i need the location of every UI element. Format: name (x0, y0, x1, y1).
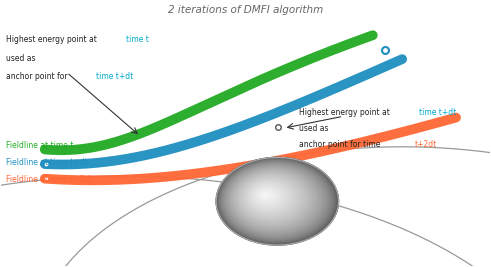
Text: used as: used as (5, 54, 35, 63)
Ellipse shape (259, 190, 274, 201)
Ellipse shape (218, 158, 337, 244)
Ellipse shape (233, 170, 313, 227)
Ellipse shape (258, 190, 275, 202)
Ellipse shape (253, 185, 283, 207)
Ellipse shape (232, 170, 315, 229)
Ellipse shape (218, 159, 336, 243)
Ellipse shape (236, 172, 309, 225)
Ellipse shape (263, 193, 269, 197)
Text: Highest energy point at: Highest energy point at (300, 108, 393, 117)
Ellipse shape (236, 173, 308, 224)
Text: anchor point for time: anchor point for time (300, 140, 383, 149)
Ellipse shape (238, 174, 305, 222)
Ellipse shape (260, 190, 273, 200)
Ellipse shape (240, 175, 303, 221)
Ellipse shape (231, 168, 317, 230)
Text: time t+dt: time t+dt (419, 108, 457, 117)
Ellipse shape (244, 178, 297, 217)
Ellipse shape (221, 161, 331, 240)
Ellipse shape (231, 169, 316, 229)
Ellipse shape (229, 167, 319, 232)
Ellipse shape (222, 162, 329, 239)
Ellipse shape (264, 194, 267, 196)
Ellipse shape (219, 160, 334, 242)
Ellipse shape (254, 186, 282, 206)
Ellipse shape (260, 191, 273, 200)
Text: t+2dt: t+2dt (414, 140, 436, 149)
Ellipse shape (216, 158, 338, 245)
Ellipse shape (225, 164, 326, 236)
Ellipse shape (251, 184, 286, 209)
Ellipse shape (235, 171, 311, 226)
Ellipse shape (257, 189, 277, 203)
Ellipse shape (230, 168, 317, 230)
Ellipse shape (241, 176, 301, 219)
Text: time t+dt: time t+dt (96, 72, 134, 81)
Ellipse shape (220, 161, 332, 241)
Ellipse shape (218, 159, 335, 242)
Ellipse shape (247, 181, 292, 213)
Text: Fieldline at time t+dt: Fieldline at time t+dt (5, 158, 87, 167)
Ellipse shape (223, 163, 328, 238)
Ellipse shape (233, 170, 314, 228)
Ellipse shape (261, 191, 272, 199)
Text: time t: time t (126, 35, 148, 44)
Ellipse shape (246, 180, 294, 214)
Ellipse shape (258, 189, 276, 202)
Ellipse shape (223, 163, 327, 237)
Ellipse shape (253, 186, 282, 207)
Text: Fieldline at time t: Fieldline at time t (5, 141, 73, 150)
Ellipse shape (255, 187, 280, 205)
Ellipse shape (242, 177, 300, 219)
Ellipse shape (220, 160, 333, 241)
Ellipse shape (250, 183, 287, 210)
Ellipse shape (261, 192, 271, 198)
Text: 2 iterations of DMFI algorithm: 2 iterations of DMFI algorithm (168, 5, 323, 15)
Ellipse shape (225, 164, 325, 235)
Ellipse shape (250, 183, 288, 210)
Ellipse shape (256, 188, 278, 203)
Ellipse shape (235, 172, 310, 226)
Ellipse shape (248, 182, 290, 212)
Ellipse shape (226, 165, 323, 234)
Ellipse shape (256, 188, 279, 204)
Ellipse shape (255, 187, 281, 205)
Ellipse shape (252, 185, 284, 208)
Ellipse shape (224, 163, 327, 237)
Ellipse shape (227, 166, 322, 234)
Text: Highest energy point at: Highest energy point at (5, 35, 99, 44)
Ellipse shape (217, 158, 338, 244)
Ellipse shape (240, 175, 303, 221)
Ellipse shape (230, 168, 318, 231)
Ellipse shape (238, 174, 306, 223)
Ellipse shape (249, 183, 289, 211)
Ellipse shape (265, 194, 266, 195)
Ellipse shape (246, 181, 293, 214)
Ellipse shape (251, 184, 285, 209)
Text: anchor point for: anchor point for (5, 72, 70, 81)
Ellipse shape (234, 171, 312, 227)
Ellipse shape (262, 192, 270, 198)
Ellipse shape (248, 182, 291, 212)
Ellipse shape (245, 179, 296, 215)
Ellipse shape (243, 177, 299, 218)
Ellipse shape (263, 193, 268, 197)
Ellipse shape (237, 173, 307, 223)
Ellipse shape (221, 162, 330, 239)
Text: Fieldline at time t+2dt: Fieldline at time t+2dt (5, 175, 92, 184)
Ellipse shape (239, 175, 304, 222)
Ellipse shape (226, 165, 324, 235)
Ellipse shape (228, 166, 321, 233)
Ellipse shape (245, 179, 296, 216)
Ellipse shape (228, 167, 320, 233)
Text: used as: used as (300, 124, 329, 133)
Ellipse shape (243, 178, 298, 217)
Ellipse shape (241, 176, 302, 220)
Ellipse shape (246, 180, 295, 215)
